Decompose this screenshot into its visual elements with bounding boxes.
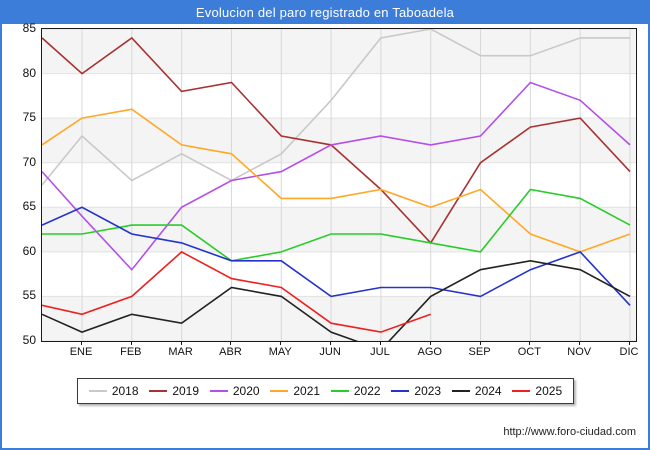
x-tick-may: MAY — [268, 346, 292, 358]
series-2021 — [42, 108, 631, 253]
x-tick-abr: ABR — [219, 346, 242, 358]
x-tick-mark — [230, 341, 232, 345]
x-tick-feb: FEB — [120, 346, 142, 358]
legend-item-2023: 2023 — [391, 384, 441, 398]
y-tick-80: 80 — [22, 65, 36, 80]
x-tick-mark — [579, 341, 581, 345]
legend-item-2018: 2018 — [88, 384, 139, 398]
legend-item-2019: 2019 — [149, 384, 199, 398]
series-2023 — [42, 206, 631, 306]
y-tick-60: 60 — [22, 243, 36, 258]
x-tick-ago: AGO — [417, 346, 442, 358]
x-tick-mar: MAR — [168, 346, 193, 358]
legend-swatch-2024 — [451, 390, 470, 392]
legend-label-2021: 2021 — [293, 384, 321, 398]
page-title: Evolucion del paro registrado en Taboade… — [195, 4, 455, 20]
chart-content: 85 80 75 70 65 60 55 50 ENE FEB MAR ABR MAY JUN JUL AG… — [2, 21, 648, 448]
y-tick-55: 55 — [22, 288, 36, 303]
series-2020 — [42, 81, 631, 271]
x-tick-mark — [130, 341, 132, 345]
x-tick-sep: SEP — [468, 346, 491, 358]
legend-swatch-2019 — [149, 390, 168, 392]
x-tick-dic: DIC — [619, 346, 639, 358]
x-tick-mark — [280, 341, 282, 345]
legend-swatch-2022 — [330, 390, 349, 392]
legend-item-2025: 2025 — [512, 384, 562, 398]
x-tick-oct: OCT — [517, 346, 541, 358]
chart-title-bar: Evolucion del paro registrado en Taboade… — [0, 0, 650, 24]
legend-label-2023: 2023 — [414, 384, 442, 398]
legend-item-2021: 2021 — [270, 384, 320, 398]
x-tick-mark — [81, 341, 82, 345]
legend-item-2024: 2024 — [451, 384, 502, 398]
series-2022 — [42, 188, 631, 262]
legend-item-2020: 2020 — [209, 384, 260, 398]
x-tick-mark — [330, 341, 332, 345]
plot-area — [41, 28, 637, 342]
x-tick-jun: JUN — [319, 346, 341, 358]
legend-swatch-2025 — [512, 390, 531, 392]
x-tick-nov: NOV — [567, 346, 592, 358]
y-tick-70: 70 — [22, 154, 36, 169]
x-tick-mark — [529, 341, 531, 345]
legend-swatch-2020 — [209, 390, 228, 392]
x-tick-mark — [479, 341, 481, 345]
legend-label-2025: 2025 — [535, 384, 563, 398]
y-tick-65: 65 — [22, 199, 36, 214]
y-tick-85: 85 — [22, 21, 36, 35]
series-2024 — [42, 259, 631, 341]
x-tick-mark — [180, 341, 182, 345]
x-tick-jul: JUL — [370, 346, 390, 358]
x-tick-mark — [429, 341, 431, 345]
legend-label-2018: 2018 — [111, 384, 139, 398]
legend-swatch-2023 — [391, 390, 410, 392]
legend-item-2022: 2022 — [330, 384, 381, 398]
y-tick-75: 75 — [22, 110, 36, 125]
series-2018 — [42, 29, 630, 186]
x-tick-mark — [379, 341, 381, 345]
series-2025 — [42, 250, 431, 333]
legend: 2018 2019 2020 2021 2022 2023 2024 2025 — [77, 378, 574, 404]
watermark-url: http://www.foro-ciudad.com — [503, 426, 636, 438]
legend-swatch-2021 — [270, 390, 289, 392]
x-tick-ene: ENE — [69, 346, 93, 358]
legend-label-2020: 2020 — [232, 384, 260, 398]
legend-label-2019: 2019 — [172, 384, 200, 398]
x-tick-mark — [629, 341, 630, 345]
legend-label-2024: 2024 — [474, 384, 502, 398]
legend-swatch-2018 — [88, 390, 107, 392]
y-tick-50: 50 — [22, 333, 36, 347]
line-chart — [42, 29, 636, 341]
legend-label-2022: 2022 — [353, 384, 381, 398]
